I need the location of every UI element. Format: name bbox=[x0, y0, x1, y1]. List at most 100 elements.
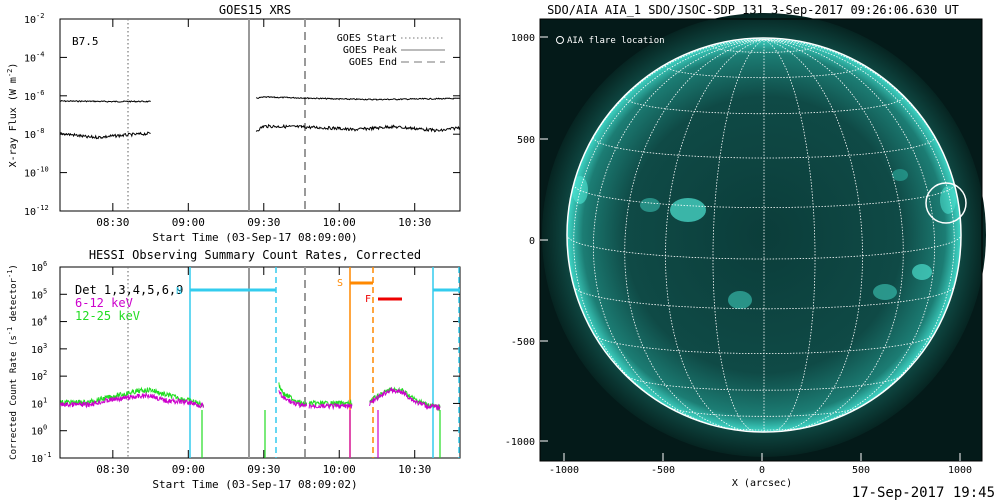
aia-x-tick-label: -500 bbox=[651, 465, 675, 476]
longitude-line bbox=[763, 39, 904, 431]
flare-legend-symbol bbox=[556, 36, 564, 44]
goes-legend-start: GOES Start bbox=[337, 33, 397, 44]
hessi-x-tick-label: 09:00 bbox=[172, 463, 205, 476]
hessi-y-tick-label: 104 bbox=[31, 315, 47, 329]
flare-legend-label: AIA flare location bbox=[567, 36, 665, 46]
longitude-line bbox=[763, 39, 936, 428]
saa-flag-label: S bbox=[337, 278, 343, 289]
hessi-detectors-label: Det 1,3,4,5,6,9 bbox=[75, 283, 183, 297]
longitude-line bbox=[592, 39, 765, 428]
goes-plot-frame bbox=[59, 18, 461, 212]
hessi-x-axis: 08:30 09:00 09:30 10:00 10:30 bbox=[96, 267, 431, 476]
goes-y-tick-label: 10-8 bbox=[24, 127, 44, 141]
active-region bbox=[572, 176, 588, 204]
hessi-y-tick-label: 100 bbox=[31, 424, 47, 438]
goes-y-tick-label: 10-6 bbox=[24, 89, 44, 103]
hessi-6-12kev-line bbox=[308, 402, 353, 411]
goes-flux-line bbox=[255, 123, 460, 133]
goes-panel: GOES15 XRS 10-2 10-4 10-6 10-8 10-10 10-12 08… bbox=[6, 3, 461, 244]
goes-x-axis-label: Start Time (03-Sep-17 08:09:00) bbox=[152, 231, 357, 244]
hessi-x-axis-label: Start Time (03-Sep-17 08:09:02) bbox=[152, 478, 357, 491]
goes-legend-end: GOES End bbox=[349, 57, 397, 68]
aia-x-tick-label: -1000 bbox=[549, 465, 579, 476]
goes-y-tick-label: 10-10 bbox=[24, 166, 49, 180]
aia-title: SDO/AIA AIA_1 SDO/JSOC-SDP 131 3-Sep-201… bbox=[547, 3, 959, 17]
longitude-line bbox=[712, 39, 765, 432]
hessi-x-tick-label: 09:30 bbox=[247, 463, 280, 476]
goes-x-tick-label: 08:30 bbox=[96, 216, 129, 229]
aia-x-tick-label: 1000 bbox=[948, 465, 972, 476]
hessi-y-tick-label: 10-1 bbox=[31, 451, 51, 465]
aia-panel: SDO/AIA AIA_1 SDO/JSOC-SDP 131 3-Sep-201… bbox=[505, 3, 995, 500]
hessi-y-tick-label: 102 bbox=[31, 369, 47, 383]
hessi-y-tick-label: 106 bbox=[31, 260, 47, 274]
hessi-panel: HESSI Observing Summary Count Rates, Cor… bbox=[6, 248, 461, 491]
goes-x-tick-label: 09:30 bbox=[247, 216, 280, 229]
footer-date: 17-Sep-2017 19:45 bbox=[852, 485, 995, 500]
active-region bbox=[940, 186, 956, 214]
longitude-line bbox=[763, 39, 863, 432]
goes-class-label: B7.5 bbox=[72, 35, 99, 48]
active-region bbox=[640, 198, 660, 212]
goes-x-tick-label: 09:00 bbox=[172, 216, 205, 229]
active-region bbox=[873, 284, 897, 300]
goes-y-axis-label: X-ray Flux (W m-2) bbox=[6, 63, 19, 168]
aia-x-axis-label: X (arcsec) bbox=[732, 478, 792, 489]
hessi-y-tick-label: 105 bbox=[31, 287, 47, 301]
longitude-line bbox=[573, 39, 765, 414]
hessi-plot-frame bbox=[59, 266, 461, 459]
hessi-x-tick-label: 10:00 bbox=[323, 463, 356, 476]
flare-location-circle bbox=[925, 182, 967, 224]
aia-y-tick-label: 0 bbox=[529, 236, 535, 247]
latitude-line bbox=[573, 286, 955, 310]
aia-y-tick-label: 1000 bbox=[511, 33, 535, 44]
longitude-line bbox=[665, 39, 765, 432]
hessi-title: HESSI Observing Summary Count Rates, Cor… bbox=[89, 248, 421, 262]
hessi-series-group bbox=[60, 382, 441, 458]
hessi-y-axis: 106 105 104 103 102 101 100 10-1 bbox=[31, 260, 460, 465]
goes-x-tick-label: 10:00 bbox=[323, 216, 356, 229]
hessi-6-12kev-line bbox=[60, 391, 204, 409]
active-region bbox=[912, 264, 932, 280]
goes-x-tick-label: 10:30 bbox=[398, 216, 431, 229]
goes-y-axis: 10-2 10-4 10-6 10-8 10-10 10-12 bbox=[24, 12, 460, 218]
longitude-line bbox=[624, 39, 765, 431]
flare-flag-label: F bbox=[365, 294, 371, 305]
limb-outline bbox=[566, 37, 962, 433]
aia-axes: -1000 -500 0 500 1000 1000 500 0 -500 -1000 bbox=[505, 33, 972, 476]
longitude-line bbox=[763, 39, 955, 414]
aia-x-tick-label: 0 bbox=[759, 465, 765, 476]
active-region bbox=[728, 291, 752, 309]
active-regions bbox=[572, 169, 956, 309]
night-flag-label: N bbox=[176, 286, 182, 297]
goes-flux-line bbox=[255, 96, 460, 101]
hessi-6-12kev-line bbox=[368, 386, 441, 412]
goes-series-group bbox=[60, 96, 460, 140]
aia-y-tick-label: -500 bbox=[511, 337, 535, 348]
hessi-12-25kev-line bbox=[369, 386, 441, 412]
goes-x-axis: 08:30 09:00 09:30 10:00 10:30 bbox=[96, 19, 431, 229]
hessi-6-12kev-line bbox=[278, 390, 307, 409]
active-region bbox=[670, 198, 706, 222]
aia-y-tick-label: -1000 bbox=[505, 437, 535, 448]
hessi-y-tick-label: 103 bbox=[31, 342, 47, 356]
hessi-band-6-12-label: 6-12 keV bbox=[75, 296, 133, 310]
hessi-y-tick-label: 101 bbox=[31, 396, 47, 410]
hessi-x-tick-label: 08:30 bbox=[96, 463, 129, 476]
goes-y-tick-label: 10-12 bbox=[24, 204, 49, 218]
goes-legend: GOES Start GOES Peak GOES End bbox=[337, 33, 445, 68]
hessi-12-25kev-line bbox=[60, 386, 204, 408]
active-region bbox=[892, 169, 908, 181]
aia-x-tick-label: 500 bbox=[852, 465, 870, 476]
goes-y-tick-label: 10-2 bbox=[24, 12, 44, 26]
goes-y-tick-label: 10-4 bbox=[24, 50, 44, 64]
longitude-line bbox=[763, 39, 816, 432]
hessi-x-tick-label: 10:30 bbox=[398, 463, 431, 476]
hessi-band-12-25-label: 12-25 keV bbox=[75, 309, 140, 323]
hessi-y-axis-label: Corrected Count Rate (s-1 detector-1) bbox=[6, 264, 19, 460]
goes-legend-peak: GOES Peak bbox=[343, 45, 397, 56]
aia-y-tick-label: 500 bbox=[517, 135, 535, 146]
goes-flux-line bbox=[60, 99, 151, 103]
goes-flux-line bbox=[60, 131, 151, 140]
